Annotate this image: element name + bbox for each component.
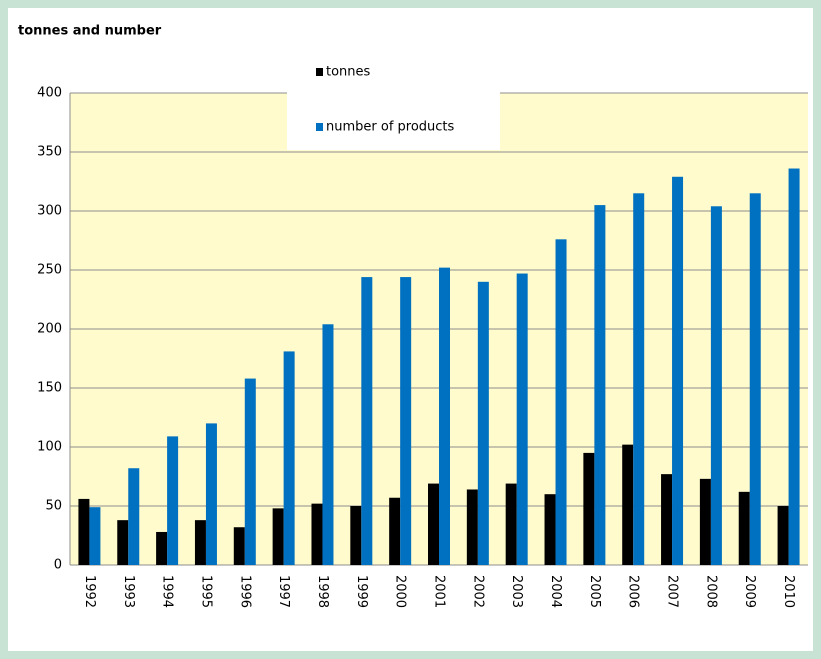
bar [661, 474, 673, 565]
bar [505, 483, 517, 565]
x-tick-label: 2003 [509, 575, 524, 608]
bar [233, 527, 245, 565]
bar [89, 507, 101, 565]
x-tick-label: 2001 [432, 575, 447, 608]
bar [439, 267, 450, 565]
legend-swatch [316, 123, 323, 131]
bar [400, 277, 412, 565]
bar [205, 423, 217, 565]
x-tick-label: 1995 [198, 575, 213, 608]
bar [788, 168, 800, 565]
bar [594, 205, 606, 565]
bar [583, 452, 595, 565]
y-tick-label: 400 [37, 86, 62, 101]
bar [477, 281, 489, 565]
bar [555, 239, 567, 565]
bar [272, 508, 284, 565]
chart-title: tonnes and number [18, 24, 162, 39]
x-tick-label: 2005 [587, 575, 602, 608]
bar [311, 503, 323, 565]
x-tick-label: 2004 [548, 575, 563, 608]
y-tick-label: 300 [37, 204, 62, 219]
bar [777, 506, 789, 565]
legend-label: tonnes [326, 65, 371, 80]
bar [699, 478, 711, 565]
bar [389, 497, 401, 565]
x-tick-label: 1996 [237, 575, 252, 608]
x-tick-label: 2009 [742, 575, 757, 608]
x-tick-label: 2008 [703, 575, 718, 608]
bar [361, 277, 373, 565]
x-tick-label: 1993 [121, 575, 136, 608]
bar [710, 206, 722, 565]
bar [244, 378, 256, 565]
y-tick-label: 0 [54, 558, 62, 573]
x-tick-label: 2000 [393, 575, 408, 608]
bar [516, 273, 528, 565]
x-tick-label: 2002 [470, 575, 485, 608]
x-tick-label: 1999 [354, 575, 369, 608]
legend-label: number of products [326, 120, 455, 135]
x-tick-label: 1998 [315, 575, 330, 608]
bar [128, 468, 140, 565]
y-tick-label: 50 [45, 499, 62, 514]
y-tick-label: 150 [37, 381, 62, 396]
x-tick-label: 1994 [160, 575, 175, 608]
bar [283, 351, 295, 565]
x-tick-label: 1997 [276, 575, 291, 608]
bar [672, 176, 684, 565]
x-tick-label: 2006 [626, 575, 641, 608]
bar [466, 489, 478, 565]
x-tick-label: 1992 [82, 575, 97, 608]
bar [544, 494, 556, 565]
x-tick-label: 2007 [665, 575, 680, 608]
bar [117, 520, 129, 565]
bar [428, 483, 439, 565]
bar [194, 520, 206, 565]
bar [738, 491, 750, 565]
bar [350, 506, 362, 565]
bar [622, 444, 634, 565]
bar [167, 436, 179, 565]
y-tick-label: 100 [37, 440, 62, 455]
bar [749, 193, 761, 566]
y-tick-label: 350 [37, 145, 62, 160]
bar [322, 324, 334, 565]
y-tick-label: 200 [37, 322, 62, 337]
legend-swatch [316, 68, 323, 76]
bar [78, 498, 90, 565]
x-tick-label: 2010 [781, 575, 796, 608]
bar [156, 531, 168, 565]
y-tick-label: 250 [37, 263, 62, 278]
bar [633, 193, 645, 566]
